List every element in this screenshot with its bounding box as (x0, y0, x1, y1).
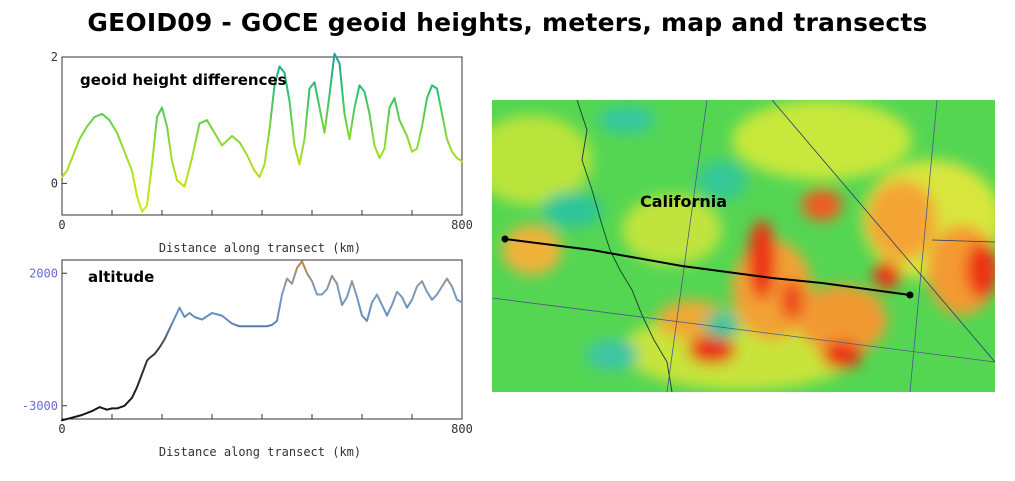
geoid-xlabel: Distance along transect (km) (159, 241, 361, 255)
series-line (61, 260, 463, 422)
geoid-plot-label: geoid height differences (80, 71, 287, 89)
page-title: GEOID09 - GOCE geoid heights, meters, ma… (87, 8, 928, 37)
coastline (576, 100, 673, 392)
geoid-map: California (492, 100, 995, 392)
transect-line (504, 238, 911, 296)
transect-start-marker (501, 235, 509, 243)
y-tick-label: 2000 (29, 266, 58, 280)
x-tick-label: 800 (451, 218, 473, 232)
map-label-california: California (640, 192, 727, 211)
altitude-plot-label: altitude (88, 268, 154, 286)
y-tick-label: -3000 (22, 399, 58, 413)
geoid-chart: 0 800 2 0 geoid height differences Distance… (51, 50, 473, 255)
transect-end-marker (906, 291, 914, 299)
altitude-xlabel: Distance along transect (km) (159, 445, 361, 459)
x-tick-label: 0 (58, 218, 65, 232)
y-tick-label: 2 (51, 50, 58, 64)
series-line (61, 52, 463, 213)
x-tick-label: 0 (58, 422, 65, 436)
y-tick-label: 0 (51, 176, 58, 190)
altitude-chart: 0 800 2000 -3000 altitude Distance along tr… (22, 259, 473, 459)
x-tick-label: 800 (451, 422, 473, 436)
geoid-field (492, 100, 995, 390)
